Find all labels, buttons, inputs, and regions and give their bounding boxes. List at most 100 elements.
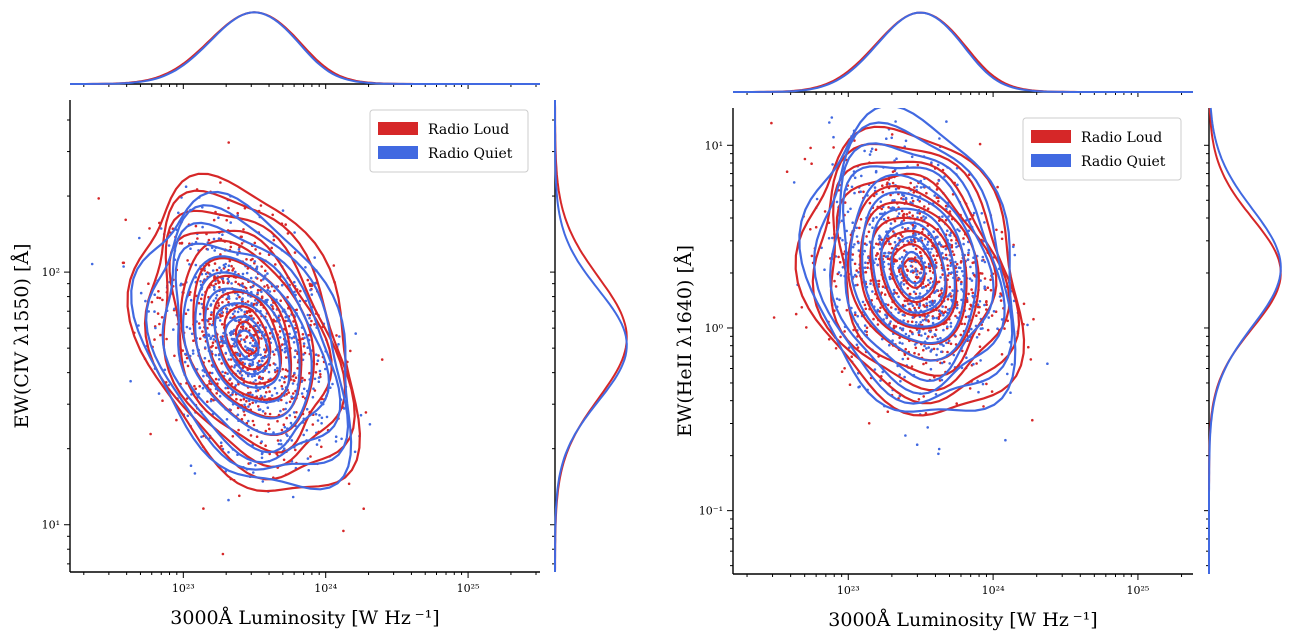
data-point <box>863 149 866 153</box>
data-point <box>227 301 230 304</box>
data-point <box>902 283 906 286</box>
data-point <box>276 419 279 423</box>
data-point <box>241 357 244 361</box>
data-point <box>856 346 860 349</box>
data-point <box>160 316 164 319</box>
data-point <box>904 347 907 351</box>
data-point <box>972 362 975 366</box>
legend-box <box>369 109 529 173</box>
data-point <box>263 395 267 398</box>
data-point <box>889 222 893 225</box>
data-point <box>865 235 868 238</box>
data-point <box>887 251 890 255</box>
data-point <box>1004 438 1007 442</box>
data-point <box>881 370 884 374</box>
data-point <box>288 324 291 328</box>
contour-line <box>901 257 926 289</box>
data-point <box>184 185 188 188</box>
data-point <box>929 300 933 303</box>
data-point <box>959 282 963 286</box>
data-point <box>342 529 345 533</box>
data-point <box>887 262 890 266</box>
data-point <box>228 331 232 335</box>
y-axis-label: EW(CIV λ1550) [Å] <box>11 243 33 428</box>
data-point <box>948 292 951 296</box>
data-point <box>867 230 871 234</box>
data-point <box>342 407 346 410</box>
data-point <box>306 346 310 350</box>
data-point <box>268 412 272 416</box>
data-point <box>946 341 950 345</box>
data-point <box>1000 237 1004 241</box>
data-point <box>227 295 231 298</box>
data-point <box>245 336 248 339</box>
contours-radio-quiet <box>798 108 1017 413</box>
data-point <box>917 323 921 327</box>
data-point <box>919 271 922 275</box>
data-point <box>955 306 959 310</box>
data-point <box>315 362 319 366</box>
data-point <box>936 337 939 341</box>
data-point <box>883 251 887 255</box>
data-point <box>975 362 978 365</box>
data-point <box>932 347 936 351</box>
data-point <box>219 441 223 445</box>
data-point <box>188 327 192 330</box>
data-point <box>893 219 897 223</box>
data-point <box>283 350 287 354</box>
data-point <box>927 335 930 338</box>
data-point <box>129 379 132 383</box>
data-point <box>914 292 918 296</box>
data-point <box>869 279 873 282</box>
data-point <box>217 378 221 381</box>
data-point <box>886 257 890 261</box>
data-point <box>949 342 953 346</box>
data-point <box>902 198 905 201</box>
data-point <box>970 279 974 282</box>
data-point <box>841 238 844 242</box>
data-point <box>942 344 945 348</box>
data-point <box>316 359 320 363</box>
data-point <box>809 228 812 231</box>
data-point <box>301 333 305 336</box>
data-point <box>849 207 852 211</box>
data-point <box>831 163 834 166</box>
data-point <box>879 200 883 203</box>
data-point <box>211 341 215 345</box>
data-point <box>121 261 125 265</box>
marginal-y <box>1204 107 1282 574</box>
data-point <box>252 324 256 328</box>
data-point <box>306 278 310 282</box>
data-point <box>156 296 159 300</box>
data-point <box>280 384 284 388</box>
data-point <box>233 345 237 348</box>
data-point <box>995 228 998 232</box>
data-point <box>938 293 942 297</box>
data-point <box>1027 345 1030 349</box>
data-point <box>231 332 234 335</box>
data-point <box>311 423 315 426</box>
data-point <box>198 337 202 341</box>
data-point <box>320 416 324 420</box>
data-point <box>946 325 949 329</box>
data-point <box>249 391 252 395</box>
data-point <box>276 366 279 370</box>
contours-radio-quiet <box>130 190 353 491</box>
contour-line <box>835 172 998 377</box>
data-point <box>971 272 975 275</box>
data-point <box>1013 253 1017 257</box>
data-point <box>892 199 895 202</box>
data-point <box>925 306 929 309</box>
data-point <box>986 328 990 332</box>
data-point <box>901 226 904 229</box>
data-point <box>917 333 921 337</box>
data-point <box>246 374 250 378</box>
data-point <box>230 337 234 341</box>
data-point <box>153 310 156 313</box>
data-point <box>925 315 928 319</box>
data-point <box>256 321 260 325</box>
data-point <box>254 464 257 467</box>
data-point <box>219 253 222 256</box>
data-point <box>926 314 930 317</box>
data-point <box>946 264 949 267</box>
